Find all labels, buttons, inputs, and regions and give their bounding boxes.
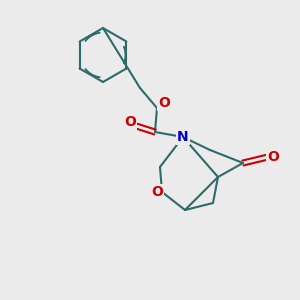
Text: N: N bbox=[177, 130, 189, 144]
Text: O: O bbox=[124, 115, 136, 129]
Text: O: O bbox=[267, 150, 279, 164]
Text: O: O bbox=[158, 96, 170, 110]
Text: O: O bbox=[151, 185, 163, 199]
